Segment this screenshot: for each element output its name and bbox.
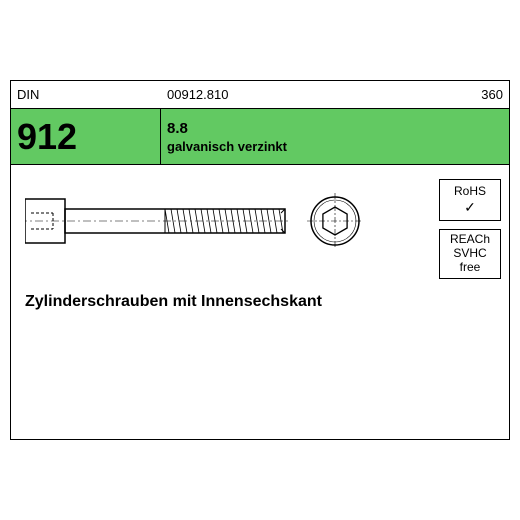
spec-cell: 8.8 galvanisch verzinkt xyxy=(161,109,509,164)
header-row: DIN 00912.810 360 xyxy=(11,81,509,109)
screw-drawing xyxy=(25,187,385,257)
reach-badge: REACh SVHC free xyxy=(439,229,501,279)
drawing-area: Zylinderschrauben mit Innensechskant RoH… xyxy=(11,165,509,439)
extra-code: 360 xyxy=(429,87,509,102)
product-description: Zylinderschrauben mit Innensechskant xyxy=(25,293,322,311)
rohs-badge: RoHS ✓ xyxy=(439,179,501,221)
reach-line1: REACh xyxy=(450,233,490,247)
reach-line3: free xyxy=(460,261,481,275)
standard-label: DIN xyxy=(11,87,161,102)
part-code: 00912.810 xyxy=(161,87,429,102)
material-grade: 8.8 xyxy=(167,120,509,137)
reach-line2: SVHC xyxy=(453,247,486,261)
rohs-label: RoHS xyxy=(454,185,486,199)
product-card: DIN 00912.810 360 912 8.8 galvanisch ver… xyxy=(10,80,510,440)
check-icon: ✓ xyxy=(464,199,476,215)
din-number: 912 xyxy=(11,109,161,164)
spec-row: 912 8.8 galvanisch verzinkt xyxy=(11,109,509,165)
surface-finish: galvanisch verzinkt xyxy=(167,139,509,154)
